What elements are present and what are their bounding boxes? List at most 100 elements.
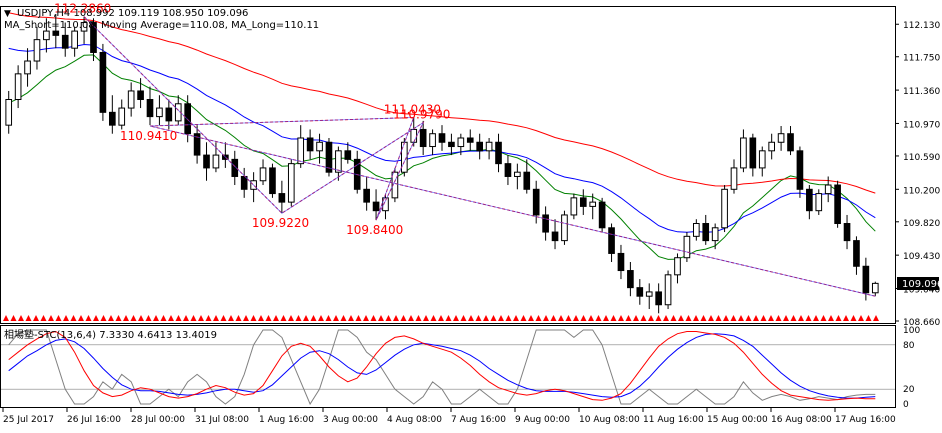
candle-body — [598, 201, 606, 229]
separator-marker — [198, 315, 204, 321]
separator-marker — [160, 315, 167, 321]
separator-marker — [153, 315, 159, 321]
separator-marker — [813, 315, 819, 321]
separator-marker — [415, 315, 422, 321]
candle — [749, 133, 757, 177]
ma-short-line — [8, 54, 876, 260]
candle — [589, 193, 597, 220]
candle-body — [127, 90, 135, 109]
candle — [523, 159, 531, 194]
candle-body — [14, 73, 22, 101]
separator-marker — [475, 315, 482, 321]
candle — [843, 214, 851, 250]
candle-body — [278, 193, 286, 203]
separator-marker — [708, 315, 714, 321]
candle — [853, 236, 860, 275]
candle-body — [636, 287, 644, 297]
candle-body — [363, 188, 370, 203]
candle-body — [608, 227, 615, 254]
candle-body — [118, 107, 126, 126]
ma-mid-line — [8, 43, 876, 233]
separator-marker — [393, 315, 399, 321]
candle — [372, 189, 380, 221]
candle-body — [862, 265, 870, 294]
candle-body — [212, 154, 220, 169]
candle-body — [627, 270, 634, 289]
separator-marker — [408, 315, 414, 321]
candle-body — [156, 107, 163, 118]
candle — [419, 120, 427, 156]
candle-body — [33, 39, 41, 62]
separator-marker — [85, 315, 92, 321]
candle-body — [579, 197, 587, 207]
separator-marker — [220, 315, 227, 321]
candle — [758, 146, 766, 177]
separator-marker — [798, 315, 804, 321]
separator-marker — [580, 315, 587, 321]
separator-marker — [18, 315, 24, 321]
price-tick-label: 110.970 — [903, 120, 940, 130]
candle-body — [570, 197, 578, 216]
candle-body — [316, 141, 323, 152]
separator-marker — [303, 315, 309, 321]
candle — [740, 129, 747, 173]
separator-marker — [730, 315, 737, 321]
candle — [316, 133, 323, 164]
separator-marker — [543, 315, 549, 321]
candle — [645, 283, 653, 310]
candle — [240, 167, 248, 198]
separator-marker — [318, 315, 324, 321]
candle — [862, 257, 870, 301]
separator-marker — [10, 315, 17, 321]
price-tick-label: 109.430 — [903, 252, 940, 262]
separator-marker — [588, 315, 594, 321]
candle — [165, 99, 173, 130]
separator-marker — [235, 315, 242, 321]
candle — [495, 133, 502, 173]
separator-marker — [190, 315, 197, 321]
time-tick-label: 11 Aug 16:00 — [643, 415, 704, 425]
candle — [457, 133, 465, 156]
candle — [5, 90, 13, 134]
candle — [608, 223, 615, 262]
separator-marker — [843, 315, 849, 321]
time-tick-label: 7 Aug 16:00 — [451, 415, 506, 425]
separator-marker — [265, 315, 272, 321]
separator-marker — [753, 315, 759, 321]
candle — [561, 210, 568, 245]
indicator-plot-frame[interactable] — [0, 325, 896, 408]
candle-body — [787, 133, 794, 152]
pivot-price-label: 110.9790 — [393, 108, 450, 122]
candle-body — [514, 171, 521, 177]
candle-body — [410, 128, 418, 143]
candle — [777, 126, 785, 151]
candle-body — [692, 223, 700, 237]
candle-body — [551, 231, 559, 242]
separator-marker — [700, 315, 707, 321]
candle-body — [466, 137, 474, 143]
separator-marker — [445, 315, 452, 321]
separator-marker — [828, 315, 834, 321]
separator-marker — [610, 315, 617, 321]
separator-marker — [108, 315, 114, 321]
separator-marker — [355, 315, 362, 321]
candle-body — [815, 193, 823, 212]
time-tick-label: 17 Aug 16:00 — [835, 415, 896, 425]
candle-body — [523, 171, 531, 190]
separator-marker — [573, 315, 579, 321]
candle — [485, 137, 493, 160]
separator-marker — [663, 315, 669, 321]
separator-marker — [655, 315, 662, 321]
separator-marker — [123, 315, 129, 321]
candle-body — [777, 133, 785, 143]
candle — [259, 159, 267, 186]
price-tick-label: 110.200 — [903, 186, 940, 196]
candle-body — [306, 137, 314, 152]
candle-body — [193, 133, 201, 156]
separator-marker — [115, 315, 122, 321]
separator-marker — [310, 315, 317, 321]
stc-tick-label: 0 — [903, 400, 909, 410]
separator-marker — [535, 315, 542, 321]
candle-body — [108, 111, 116, 126]
